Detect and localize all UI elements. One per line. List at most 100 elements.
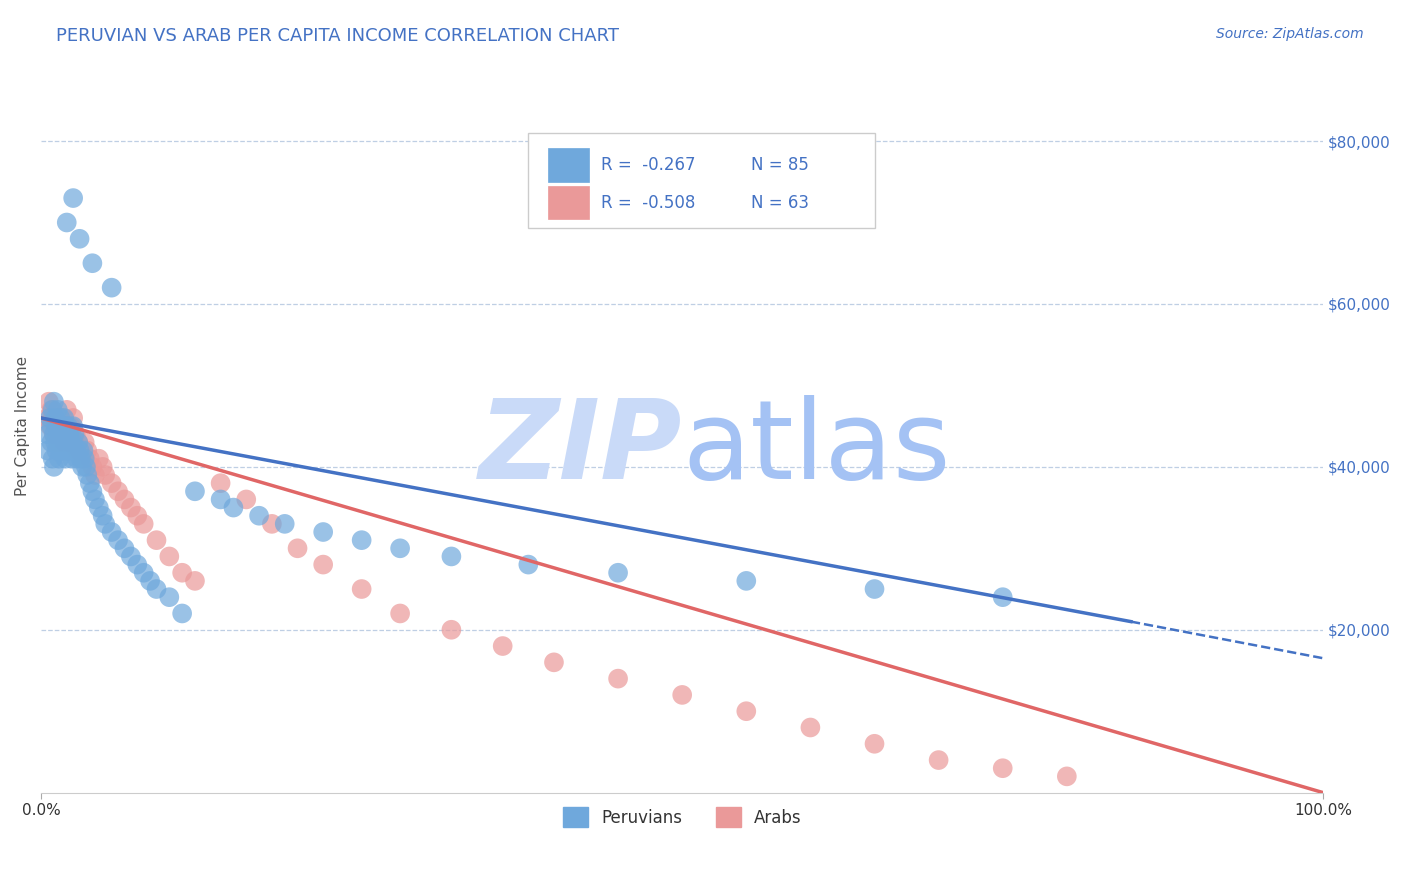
Point [184, 574, 207, 588]
Point [389, 607, 412, 621]
Point [671, 688, 693, 702]
Point [62, 411, 84, 425]
Point [70, 451, 93, 466]
Point [41, 419, 63, 434]
Point [42, 459, 65, 474]
Point [139, 574, 162, 588]
Point [607, 566, 630, 580]
Point [51, 435, 73, 450]
Point [863, 582, 886, 596]
Point [100, 476, 122, 491]
Point [52, 443, 75, 458]
Point [120, 549, 142, 564]
Point [69, 443, 91, 458]
Point [41, 411, 63, 425]
Point [45, 443, 67, 458]
Point [58, 427, 80, 442]
Point [145, 533, 167, 548]
Point [53, 435, 76, 450]
Point [114, 492, 136, 507]
Point [87, 500, 110, 515]
Point [51, 419, 73, 434]
Point [62, 191, 84, 205]
Point [44, 411, 66, 425]
Point [100, 524, 122, 539]
Point [42, 394, 65, 409]
Point [63, 435, 86, 450]
Point [65, 443, 87, 458]
Point [991, 590, 1014, 604]
Point [184, 484, 207, 499]
Point [107, 484, 129, 499]
Point [247, 508, 270, 523]
Point [82, 484, 104, 499]
Point [287, 541, 309, 556]
Point [132, 566, 155, 580]
Point [48, 451, 70, 466]
Point [209, 492, 232, 507]
Point [49, 443, 72, 458]
Point [172, 607, 194, 621]
Point [114, 541, 136, 556]
Point [41, 402, 63, 417]
Legend: Peruvians, Arabs: Peruvians, Arabs [554, 798, 810, 836]
Point [58, 443, 80, 458]
Point [312, 558, 335, 572]
Point [1056, 769, 1078, 783]
Point [38, 394, 60, 409]
Point [75, 459, 97, 474]
Point [44, 411, 66, 425]
Point [39, 419, 62, 434]
Point [73, 451, 96, 466]
Point [62, 419, 84, 434]
Point [145, 582, 167, 596]
FancyBboxPatch shape [529, 133, 875, 228]
Point [55, 451, 77, 466]
FancyBboxPatch shape [547, 186, 589, 219]
Text: R =  -0.508: R = -0.508 [602, 194, 696, 211]
Text: R =  -0.267: R = -0.267 [602, 156, 696, 174]
Point [56, 427, 79, 442]
Point [53, 435, 76, 450]
Point [55, 215, 77, 229]
Point [66, 451, 89, 466]
Point [55, 402, 77, 417]
Point [312, 524, 335, 539]
Point [87, 451, 110, 466]
Point [517, 558, 540, 572]
Point [79, 476, 101, 491]
Point [350, 582, 373, 596]
Text: Source: ZipAtlas.com: Source: ZipAtlas.com [1216, 27, 1364, 41]
Text: atlas: atlas [682, 394, 950, 501]
Point [209, 476, 232, 491]
Point [735, 574, 758, 588]
Point [84, 468, 107, 483]
Point [60, 451, 83, 466]
Point [55, 427, 77, 442]
Point [42, 427, 65, 442]
Point [735, 704, 758, 718]
Point [46, 402, 69, 417]
Point [58, 435, 80, 450]
Point [260, 516, 283, 531]
Point [67, 435, 90, 450]
Text: N = 85: N = 85 [751, 156, 810, 174]
Point [69, 232, 91, 246]
Point [91, 459, 114, 474]
Point [62, 435, 84, 450]
Text: N = 63: N = 63 [751, 194, 810, 211]
Point [59, 419, 82, 434]
Point [157, 590, 180, 604]
Point [991, 761, 1014, 775]
Point [55, 419, 77, 434]
Point [350, 533, 373, 548]
Point [37, 443, 59, 458]
Point [49, 427, 72, 442]
Point [70, 451, 93, 466]
Point [107, 533, 129, 548]
Point [67, 435, 90, 450]
Point [222, 500, 245, 515]
Point [79, 451, 101, 466]
Point [69, 443, 91, 458]
Point [52, 411, 75, 425]
